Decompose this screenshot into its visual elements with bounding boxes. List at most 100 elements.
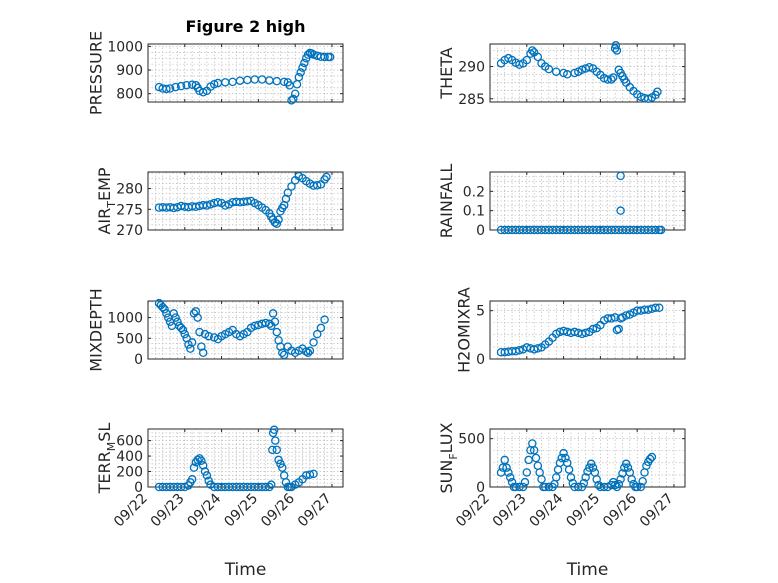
- x-tick-label: 09/27: [295, 491, 335, 531]
- data-point: [309, 338, 318, 347]
- data-point: [656, 225, 666, 235]
- y-tick-label: 0.2: [463, 184, 485, 200]
- data-point: [559, 448, 568, 458]
- data-point: [294, 72, 304, 82]
- y-tick-label: 800: [116, 87, 143, 103]
- y-tick-label: 0: [134, 480, 143, 496]
- data-point: [585, 62, 594, 72]
- data-point: [171, 82, 180, 92]
- data-point: [627, 475, 636, 484]
- data-point: [305, 470, 315, 479]
- data-point: [176, 323, 186, 333]
- data-point: [182, 80, 191, 90]
- y-tick-label: 0: [476, 352, 485, 368]
- data-point: [272, 327, 282, 337]
- data-point: [268, 445, 277, 455]
- data-point: [301, 347, 311, 356]
- data-point: [309, 469, 318, 479]
- data-point: [616, 475, 625, 484]
- y-tick-label: 200: [116, 465, 143, 481]
- data-point: [271, 436, 280, 445]
- data-point: [173, 317, 182, 326]
- data-point: [609, 73, 618, 82]
- data-point: [325, 52, 335, 62]
- data-point: [221, 201, 230, 210]
- data-point: [529, 446, 539, 455]
- data-point: [504, 468, 513, 477]
- plot-area: [147, 428, 344, 488]
- data-point: [193, 455, 202, 465]
- data-point: [636, 482, 646, 492]
- data-point: [651, 225, 660, 235]
- data-point: [290, 89, 300, 98]
- data-point: [544, 64, 554, 74]
- data-point: [616, 171, 625, 181]
- data-point: [160, 305, 169, 314]
- data-point: [195, 327, 204, 337]
- data-point: [320, 175, 329, 184]
- data-point: [287, 96, 296, 105]
- data-point: [522, 55, 532, 65]
- data-point: [279, 350, 289, 360]
- y-tick-label: 270: [116, 223, 143, 239]
- data-point: [289, 94, 298, 104]
- data-point: [515, 346, 524, 355]
- data-point: [594, 480, 603, 490]
- data-point: [505, 473, 515, 482]
- data-point: [265, 482, 274, 492]
- data-point: [254, 320, 263, 330]
- y-tick-label: 5: [476, 304, 485, 320]
- data-point: [515, 60, 524, 69]
- data-point: [607, 75, 616, 84]
- data-point: [498, 463, 508, 472]
- data-point: [272, 219, 282, 229]
- data-point: [643, 94, 653, 104]
- y-tick-label: 500: [116, 331, 143, 347]
- data-point: [187, 475, 197, 484]
- data-point: [574, 482, 583, 492]
- x-tick-label: 09/22: [453, 491, 493, 531]
- y-axis-label: THETA: [437, 47, 456, 99]
- data-point: [564, 465, 574, 474]
- data-point: [312, 329, 322, 339]
- data-point: [557, 453, 566, 463]
- data-point: [528, 46, 537, 55]
- data-point: [158, 302, 167, 312]
- y-tick-label: 285: [458, 92, 485, 108]
- y-axis-label: MIXDEPTH: [87, 288, 106, 371]
- data-point: [610, 480, 620, 490]
- x-axis-label: Time: [224, 560, 267, 580]
- data-point: [209, 79, 219, 89]
- data-point: [178, 325, 188, 335]
- data-point: [638, 476, 647, 486]
- x-tick-label: 09/25: [221, 491, 261, 531]
- data-point: [592, 475, 601, 484]
- data-point: [206, 200, 215, 209]
- x-tick-label: 09/24: [527, 490, 567, 530]
- plot-area: [147, 171, 344, 231]
- data-point: [268, 309, 278, 318]
- data-point: [566, 473, 576, 482]
- subplot-8: 0 500SUNFLUX09/2209/2309/2409/2509/2609/2…: [437, 422, 686, 580]
- data-point: [322, 172, 331, 182]
- data-point: [612, 46, 622, 55]
- data-point: [272, 445, 282, 455]
- data-point: [300, 58, 309, 68]
- x-tick-label: 09/26: [258, 490, 298, 530]
- data-point: [533, 344, 543, 353]
- y-tick-label: 0.1: [463, 204, 485, 220]
- y-tick-label: 0: [476, 480, 485, 496]
- y-axis-label: TERRMSL: [95, 423, 118, 495]
- data-point: [298, 63, 307, 72]
- y-axis-label: H2OMIXRA: [454, 287, 473, 373]
- data-point: [180, 329, 190, 339]
- data-point: [198, 348, 208, 358]
- data-point: [316, 323, 326, 333]
- data-point: [261, 482, 270, 492]
- data-point: [614, 324, 624, 334]
- data-point: [265, 319, 274, 329]
- data-point: [269, 425, 279, 435]
